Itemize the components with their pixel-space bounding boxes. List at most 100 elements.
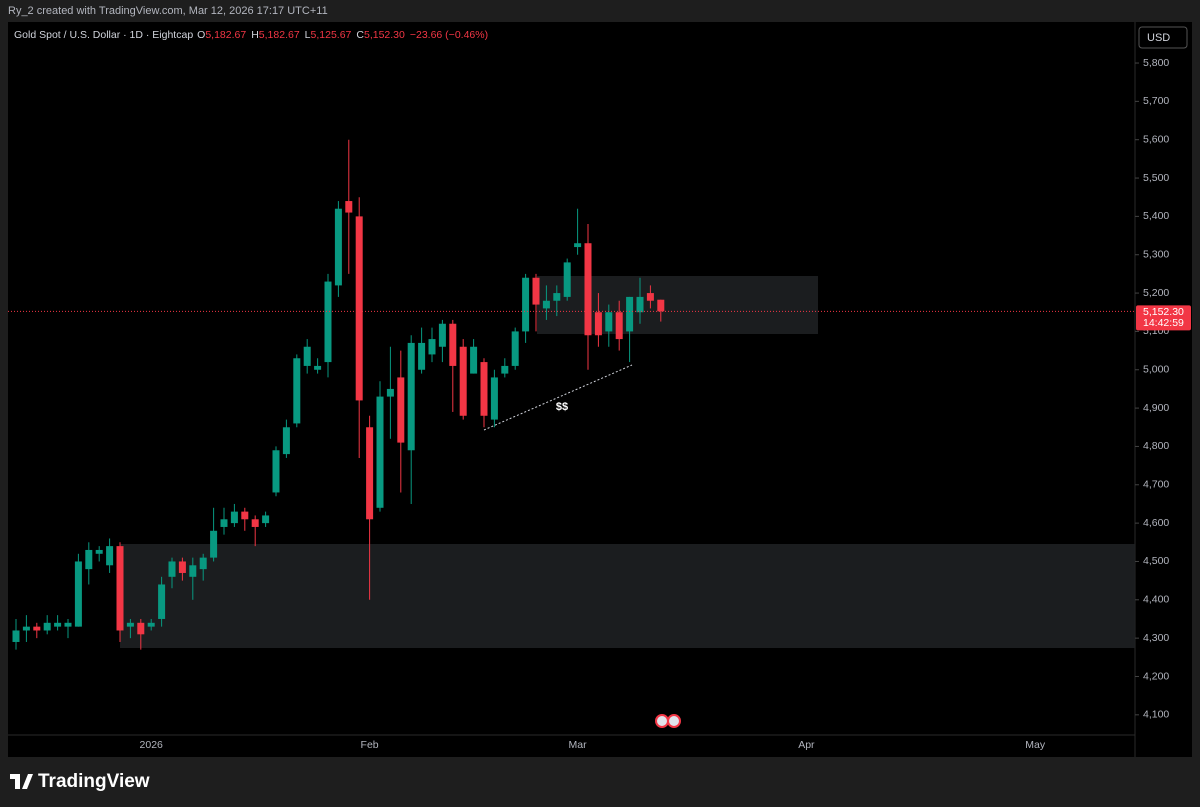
candle-body — [407, 342, 415, 451]
y-tick-label: 4,500 — [1143, 555, 1169, 567]
candle-body — [303, 346, 311, 366]
legend-key: H — [251, 29, 259, 41]
candle-body — [418, 342, 426, 370]
candle-body — [230, 511, 238, 524]
candle-body — [178, 561, 186, 573]
candle-body — [33, 626, 41, 631]
candle-body — [563, 262, 571, 297]
annotation: $$ — [556, 401, 568, 413]
candle-body — [615, 312, 623, 340]
candle-body — [376, 396, 384, 508]
candle-body — [147, 622, 155, 627]
legend-value: 5,182.67 — [259, 29, 300, 41]
currency-box — [1138, 26, 1188, 49]
change: −23.66 (−0.46%) — [410, 29, 488, 41]
candle-body — [438, 323, 446, 347]
trend-line — [483, 364, 633, 431]
candle-body — [43, 622, 51, 631]
y-tick-label: 4,600 — [1143, 517, 1169, 529]
candle-body — [189, 565, 197, 577]
candle-body — [262, 515, 270, 524]
header-note: Ry_2 created with TradingView.com, Mar 1… — [8, 5, 328, 17]
currency: USD — [1147, 32, 1170, 44]
candle-body — [158, 584, 166, 619]
x-tick-label: Apr — [798, 739, 815, 751]
candle-body — [314, 365, 322, 370]
candle-body — [272, 450, 280, 493]
candle-body — [449, 323, 457, 366]
x-tick-label: Mar — [569, 739, 588, 751]
candle-body — [470, 346, 478, 374]
candle-body — [54, 622, 62, 627]
candle-body — [657, 299, 665, 312]
candle-body — [584, 243, 592, 336]
candle-body — [366, 427, 374, 520]
brand-logo — [10, 774, 33, 789]
candle-body — [241, 511, 249, 520]
candle-body — [126, 622, 134, 627]
candle-body — [116, 546, 124, 631]
legend-key: L — [305, 29, 311, 41]
candle-body — [168, 561, 176, 577]
candle-body — [251, 519, 259, 527]
y-tick-label: 5,700 — [1143, 95, 1169, 107]
zone — [537, 276, 818, 334]
candle-body — [137, 622, 145, 635]
legend-key: O — [197, 29, 205, 41]
candle-body — [220, 519, 228, 527]
candle-body — [646, 293, 654, 301]
y-tick-label: 5,000 — [1143, 364, 1169, 376]
candle-body — [553, 293, 561, 301]
legend-value: 5,182.67 — [205, 29, 246, 41]
candle-body — [501, 365, 509, 374]
candle-body — [345, 201, 353, 213]
x-tick-label: 2026 — [140, 739, 164, 751]
candle-body — [574, 243, 582, 248]
candle-body — [490, 377, 498, 420]
y-tick-label: 4,400 — [1143, 594, 1169, 606]
y-tick-label: 5,400 — [1143, 210, 1169, 222]
legend-key: C — [356, 29, 364, 41]
countdown: 14:42:59 — [1143, 317, 1184, 329]
candle-body — [106, 546, 114, 566]
y-tick-label: 5,600 — [1143, 133, 1169, 145]
last-price-label: 5,152.30 — [1143, 306, 1184, 318]
candle-body — [74, 561, 82, 627]
candle-body — [626, 296, 634, 332]
candle-body — [95, 549, 103, 554]
candle-body — [605, 312, 613, 332]
candle-body — [282, 427, 290, 455]
candle-body — [522, 277, 530, 332]
last-price-box — [1136, 305, 1191, 331]
zone — [120, 544, 1135, 648]
y-tick-label: 4,200 — [1143, 670, 1169, 682]
candle-body — [324, 281, 332, 363]
y-tick-label: 5,300 — [1143, 249, 1169, 261]
brand: TradingView — [38, 771, 150, 792]
candle-body — [386, 388, 394, 397]
event-icon — [667, 714, 681, 728]
candle-body — [594, 312, 602, 336]
candle-body — [199, 557, 207, 570]
candle-body — [210, 530, 218, 558]
candle-body — [636, 296, 644, 313]
candle-body — [12, 630, 20, 642]
candle-body — [355, 216, 363, 401]
y-tick-label: 4,800 — [1143, 440, 1169, 452]
y-tick-label: 5,200 — [1143, 287, 1169, 299]
candle-body — [511, 331, 519, 366]
candle-body — [459, 346, 467, 416]
candle-body — [480, 362, 488, 416]
y-tick-label: 4,900 — [1143, 402, 1169, 414]
x-tick-label: May — [1025, 739, 1046, 751]
y-tick-label: 4,300 — [1143, 632, 1169, 644]
candles — [12, 139, 665, 650]
event-icon — [655, 714, 669, 728]
candle-body — [334, 208, 342, 286]
candle-body — [64, 622, 72, 627]
legend: Gold Spot / U.S. Dollar · 1D · Eightcap O… — [14, 29, 488, 41]
candle-body — [85, 549, 93, 570]
legend-value: 5,125.67 — [311, 29, 352, 41]
